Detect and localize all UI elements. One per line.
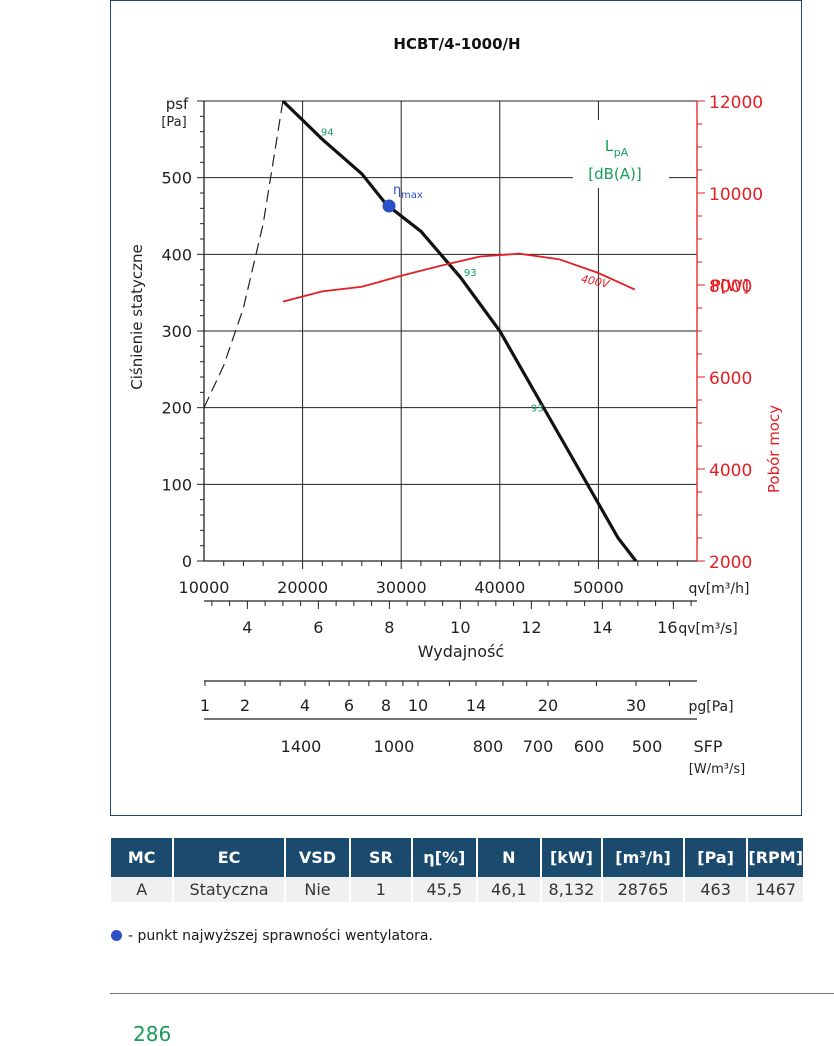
y-tick-label: 0	[182, 552, 192, 571]
page-divider	[110, 993, 834, 994]
y-tick-label: 100	[161, 475, 192, 494]
x-tick-label: 20000	[277, 578, 328, 597]
sfp-axis-unit: [W/m³/s]	[689, 762, 745, 777]
pg-tick-label: 8	[381, 696, 391, 715]
chart-title: HCBT/4-1000/H	[393, 35, 520, 53]
y-axis-symbol: psf	[166, 95, 189, 113]
header-eta: η[%]	[410, 838, 478, 877]
header-mc: MC	[111, 838, 174, 877]
header-flow: [m³/h]	[601, 838, 684, 877]
sfp-tick-label: 800	[473, 737, 504, 756]
x-tick-label: 10000	[179, 578, 230, 597]
qv-ms-tick-label: 14	[592, 618, 612, 637]
y-tick-label: 300	[161, 322, 192, 341]
qv-ms-tick-label: 6	[313, 618, 323, 637]
pg-tick-label: 10	[408, 696, 428, 715]
y-tick-label: 400	[161, 245, 192, 264]
sfp-tick-label: 600	[574, 737, 605, 756]
header-sr: SR	[349, 838, 412, 877]
y2-tick-label: 2000	[709, 553, 752, 573]
y2-axis-symbol: P[W]	[711, 276, 749, 295]
qv-ms-tick-label: 4	[242, 618, 252, 637]
sfp-axis-label: SFP	[693, 737, 722, 756]
pg-tick-label: 14	[466, 696, 486, 715]
y-tick-label: 200	[161, 399, 192, 418]
footnote: - punkt najwyższej sprawności wentylator…	[111, 928, 433, 944]
noise-point-label: 94	[321, 128, 334, 139]
noise-point-label: 93	[531, 404, 544, 415]
sfp-tick-label: 1400	[281, 737, 322, 756]
x-tick-label: 40000	[474, 578, 525, 597]
cell-kw: 8,132	[539, 877, 603, 902]
y2-axis-title: Pobór mocy	[765, 405, 783, 493]
qv-ms-tick-label: 8	[384, 618, 394, 637]
spec-header-row: MC EC VSD SR η[%] N [kW] [m³/h] [Pa] [RP…	[111, 838, 803, 877]
y-axis-unit: [Pa]	[161, 115, 186, 130]
qv-ms-axis-unit: qv[m³/s]	[678, 621, 737, 637]
chart-frame: HCBT/4-1000/H 0 100 200 300 400 500 psf [Pa] Ciśn…	[110, 0, 802, 816]
cell-eta: 45,5	[410, 877, 478, 902]
header-kw: [kW]	[539, 838, 603, 877]
pg-tick-label: 1	[200, 696, 210, 715]
y2-tick-label: 10000	[709, 185, 763, 205]
table-row: A Statyczna Nie 1 45,5 46,1 8,132 28765 …	[111, 877, 803, 902]
sfp-tick-label: 500	[632, 737, 663, 756]
sfp-tick-label: 1000	[374, 737, 415, 756]
header-ec: EC	[172, 838, 285, 877]
x-tick-label: 30000	[376, 578, 427, 597]
eta-point-legend-icon	[111, 930, 122, 941]
cell-sr: 1	[349, 877, 412, 902]
cell-flow: 28765	[601, 877, 684, 902]
noise-legend-subscript: pA	[614, 146, 629, 159]
eta-max-point	[382, 199, 396, 213]
cell-rpm: 1467	[746, 877, 803, 902]
header-pa: [Pa]	[682, 838, 748, 877]
pg-tick-label: 4	[300, 696, 310, 715]
eta-max-subscript: max	[401, 190, 423, 201]
header-rpm: [RPM]	[746, 838, 803, 877]
static-pressure-curve	[281, 99, 638, 562]
eta-max-symbol: η	[393, 183, 401, 198]
pg-tick-label: 2	[240, 696, 250, 715]
x-axis-unit: qv[m³/h]	[689, 581, 750, 597]
cell-pa: 463	[682, 877, 748, 902]
power-curve	[282, 252, 636, 303]
fan-performance-chart: HCBT/4-1000/H 0 100 200 300 400 500 psf [Pa] Ciśn…	[128, 35, 783, 777]
noise-point-label: 93	[464, 268, 477, 279]
noise-legend-box	[573, 120, 669, 188]
noise-legend-unit: [dB(A)]	[588, 165, 641, 183]
cell-ec: Statyczna	[172, 877, 285, 902]
sfp-tick-label: 700	[523, 737, 554, 756]
qv-ms-tick-label: 16	[657, 618, 677, 637]
y-tick-label: 500	[161, 169, 192, 188]
x-tick-label: 50000	[573, 578, 624, 597]
qv-ms-tick-label: 12	[521, 618, 541, 637]
pg-tick-label: 6	[344, 696, 354, 715]
y2-tick-label: 4000	[709, 461, 752, 481]
y-axis-title: Ciśnienie statyczne	[128, 244, 146, 390]
qv-ms-tick-label: 10	[450, 618, 470, 637]
pg-axis-unit: pg[Pa]	[688, 699, 733, 715]
cell-vsd: Nie	[283, 877, 351, 902]
page-number: 286	[133, 1022, 172, 1046]
x-axis-title: Wydajność	[418, 642, 504, 661]
system-curve-dashed	[203, 100, 284, 408]
header-n: N	[476, 838, 541, 877]
footnote-text: - punkt najwyższej sprawności wentylator…	[128, 928, 433, 944]
cell-mc: A	[111, 877, 174, 902]
power-curve-label: 400V	[580, 272, 612, 291]
y2-tick-label: 6000	[709, 369, 752, 389]
header-vsd: VSD	[283, 838, 351, 877]
noise-legend-symbol: L	[605, 137, 614, 155]
pg-tick-label: 20	[538, 696, 558, 715]
cell-n: 46,1	[476, 877, 541, 902]
spec-table: MC EC VSD SR η[%] N [kW] [m³/h] [Pa] [RP…	[111, 838, 803, 902]
y2-tick-label: 12000	[709, 93, 763, 113]
pg-tick-label: 30	[626, 696, 646, 715]
y2-tick-label: 8000	[709, 277, 752, 297]
